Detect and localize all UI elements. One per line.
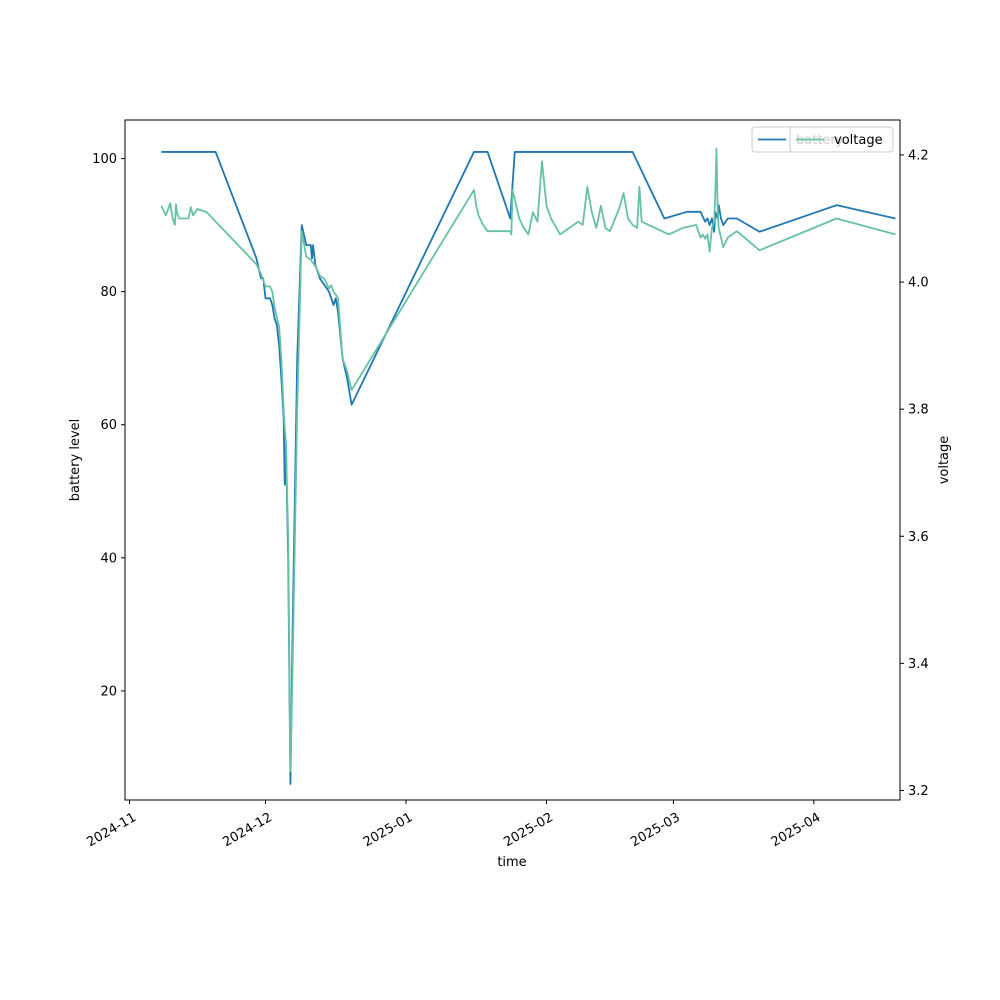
series-lines (160, 147, 896, 785)
y-right-tick-label: 3.8 (908, 403, 929, 418)
y-axis-right-title: voltage (937, 436, 952, 485)
y-left-tick-label: 60 (100, 418, 117, 433)
y-right-tick-label: 3.6 (908, 530, 929, 545)
legend: batteryvoltage (751, 126, 894, 153)
y-axis-right: 3.2 3.4 3.6 3.8 4.0 4.2 (900, 148, 929, 799)
x-axis-title: time (497, 855, 526, 870)
y-left-tick-label: 100 (92, 152, 117, 167)
legend-entry-voltage: voltage (789, 126, 894, 153)
y-left-tick-label: 40 (100, 551, 117, 566)
y-axis-left-title: battery level (68, 419, 83, 502)
legend-box (789, 126, 894, 153)
y-right-tick-label: 3.2 (908, 784, 929, 799)
y-left-tick-label: 80 (100, 285, 117, 300)
y-right-tick-label: 3.4 (908, 657, 929, 672)
series-line-voltage (160, 147, 896, 773)
plot-frame (124, 119, 901, 801)
y-left-tick-label: 20 (100, 684, 117, 699)
y-right-tick-label: 4.0 (908, 276, 929, 291)
y-right-tick-label: 4.2 (908, 148, 929, 163)
legend-label: voltage (834, 133, 883, 148)
y-axis-left: 20 40 60 80 100 (92, 152, 125, 699)
